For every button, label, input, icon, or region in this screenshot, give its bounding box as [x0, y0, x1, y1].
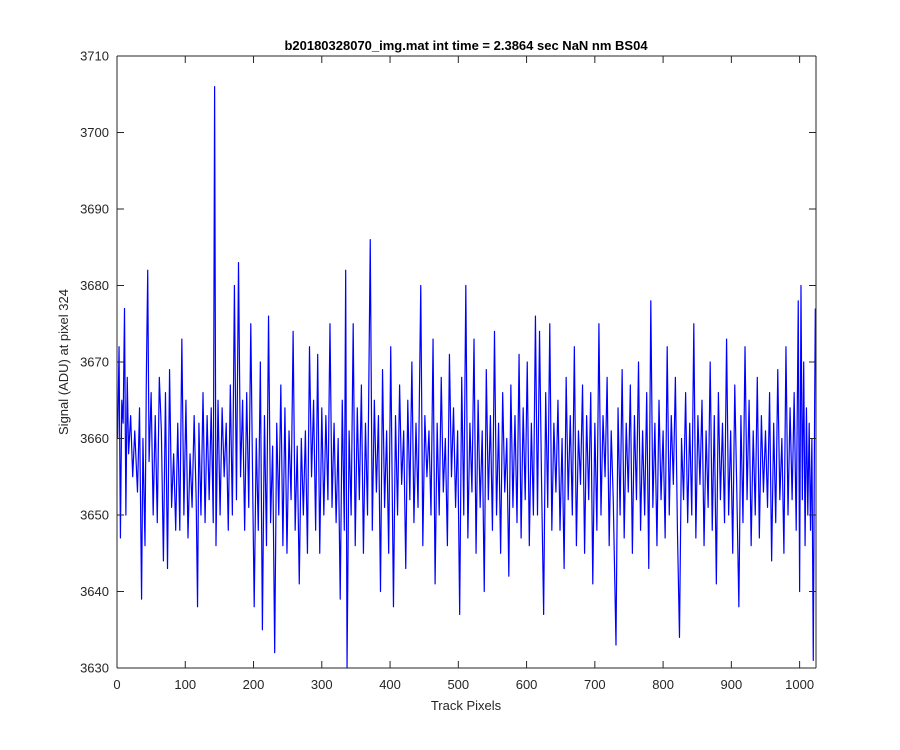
signal-line [117, 85, 816, 669]
x-tick-label: 600 [516, 677, 538, 692]
x-tick-label: 700 [584, 677, 606, 692]
x-tick-label: 500 [447, 677, 469, 692]
y-tick-label: 3710 [80, 49, 109, 64]
y-axis-ticks: 3630 3640 3650 3660 3670 3680 3690 3700 3710 [80, 49, 816, 676]
x-tick-label: 0 [113, 677, 120, 692]
x-tick-label: 800 [652, 677, 674, 692]
y-tick-label: 3640 [80, 584, 109, 599]
x-axis-label: Track Pixels [431, 698, 502, 713]
y-tick-label: 3650 [80, 508, 109, 523]
x-tick-label: 300 [311, 677, 333, 692]
y-tick-label: 3630 [80, 661, 109, 676]
y-tick-label: 3700 [80, 125, 109, 140]
y-axis-label: Signal (ADU) at pixel 324 [56, 289, 71, 435]
y-tick-label: 3660 [80, 431, 109, 446]
x-tick-label: 1000 [785, 677, 814, 692]
x-tick-label: 100 [174, 677, 196, 692]
chart-title: b20180328070_img.mat int time = 2.3864 s… [284, 38, 648, 53]
x-axis-ticks: 0 100 200 300 400 500 600 700 800 900 1000 [113, 56, 814, 692]
y-tick-label: 3670 [80, 355, 109, 370]
y-tick-label: 3680 [80, 278, 109, 293]
x-tick-label: 900 [721, 677, 743, 692]
y-tick-label: 3690 [80, 202, 109, 217]
x-tick-label: 400 [379, 677, 401, 692]
x-tick-label: 200 [243, 677, 265, 692]
plot-clip-group [117, 85, 816, 669]
